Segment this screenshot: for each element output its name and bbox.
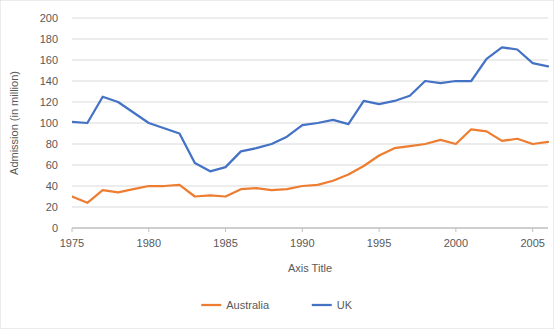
x-tick [148, 228, 149, 232]
legend-swatch [312, 304, 332, 306]
grid-line [72, 81, 548, 82]
x-axis-title: Axis Title [288, 262, 332, 274]
grid-line [72, 102, 548, 103]
grid-line [72, 60, 548, 61]
grid-line [72, 165, 548, 166]
x-tick-label: 1975 [60, 237, 84, 249]
legend: Australia UK [201, 299, 352, 311]
grid-line [72, 207, 548, 208]
x-tick-label: 1980 [137, 237, 161, 249]
x-tick-label: 2005 [520, 237, 544, 249]
grid-line [72, 228, 548, 229]
y-tick-label: 160 [40, 54, 58, 66]
y-tick-label: 20 [46, 201, 58, 213]
grid-line [72, 144, 548, 145]
x-axis-line [72, 228, 548, 229]
legend-label: Australia [226, 299, 270, 311]
grid-line [72, 39, 548, 40]
x-tick-label: 2000 [444, 237, 468, 249]
y-tick-label: 200 [40, 12, 58, 24]
x-tick [379, 228, 380, 232]
y-tick-label: 60 [46, 159, 58, 171]
plot-area [72, 47, 548, 202]
legend-swatch [201, 304, 221, 306]
y-tick-label: 0 [52, 222, 58, 234]
y-tick-label: 80 [46, 138, 58, 150]
y-tick-label: 180 [40, 33, 58, 45]
x-tick [302, 228, 303, 232]
background [0, 0, 554, 329]
x-tick [225, 228, 226, 232]
series-line [72, 129, 548, 203]
x-tick [455, 228, 456, 232]
y-axis-title: Admission (in million) [8, 71, 20, 175]
chart: 0 20 40 60 80 100 120 140 160 180 200 1975 1980 1985 1… [0, 0, 554, 329]
x-tick-label: 1995 [367, 237, 391, 249]
series-line [72, 47, 548, 171]
x-tick-label: 1985 [213, 237, 237, 249]
y-tick-label: 140 [40, 75, 58, 87]
x-tick-label: 1990 [290, 237, 314, 249]
y-tick-label: 100 [40, 117, 58, 129]
x-tick [72, 228, 73, 232]
x-tick [532, 228, 533, 232]
legend-label: UK [337, 299, 353, 311]
grid-line [72, 18, 548, 19]
y-tick-label: 40 [46, 180, 58, 192]
y-tick-label: 120 [40, 96, 58, 108]
